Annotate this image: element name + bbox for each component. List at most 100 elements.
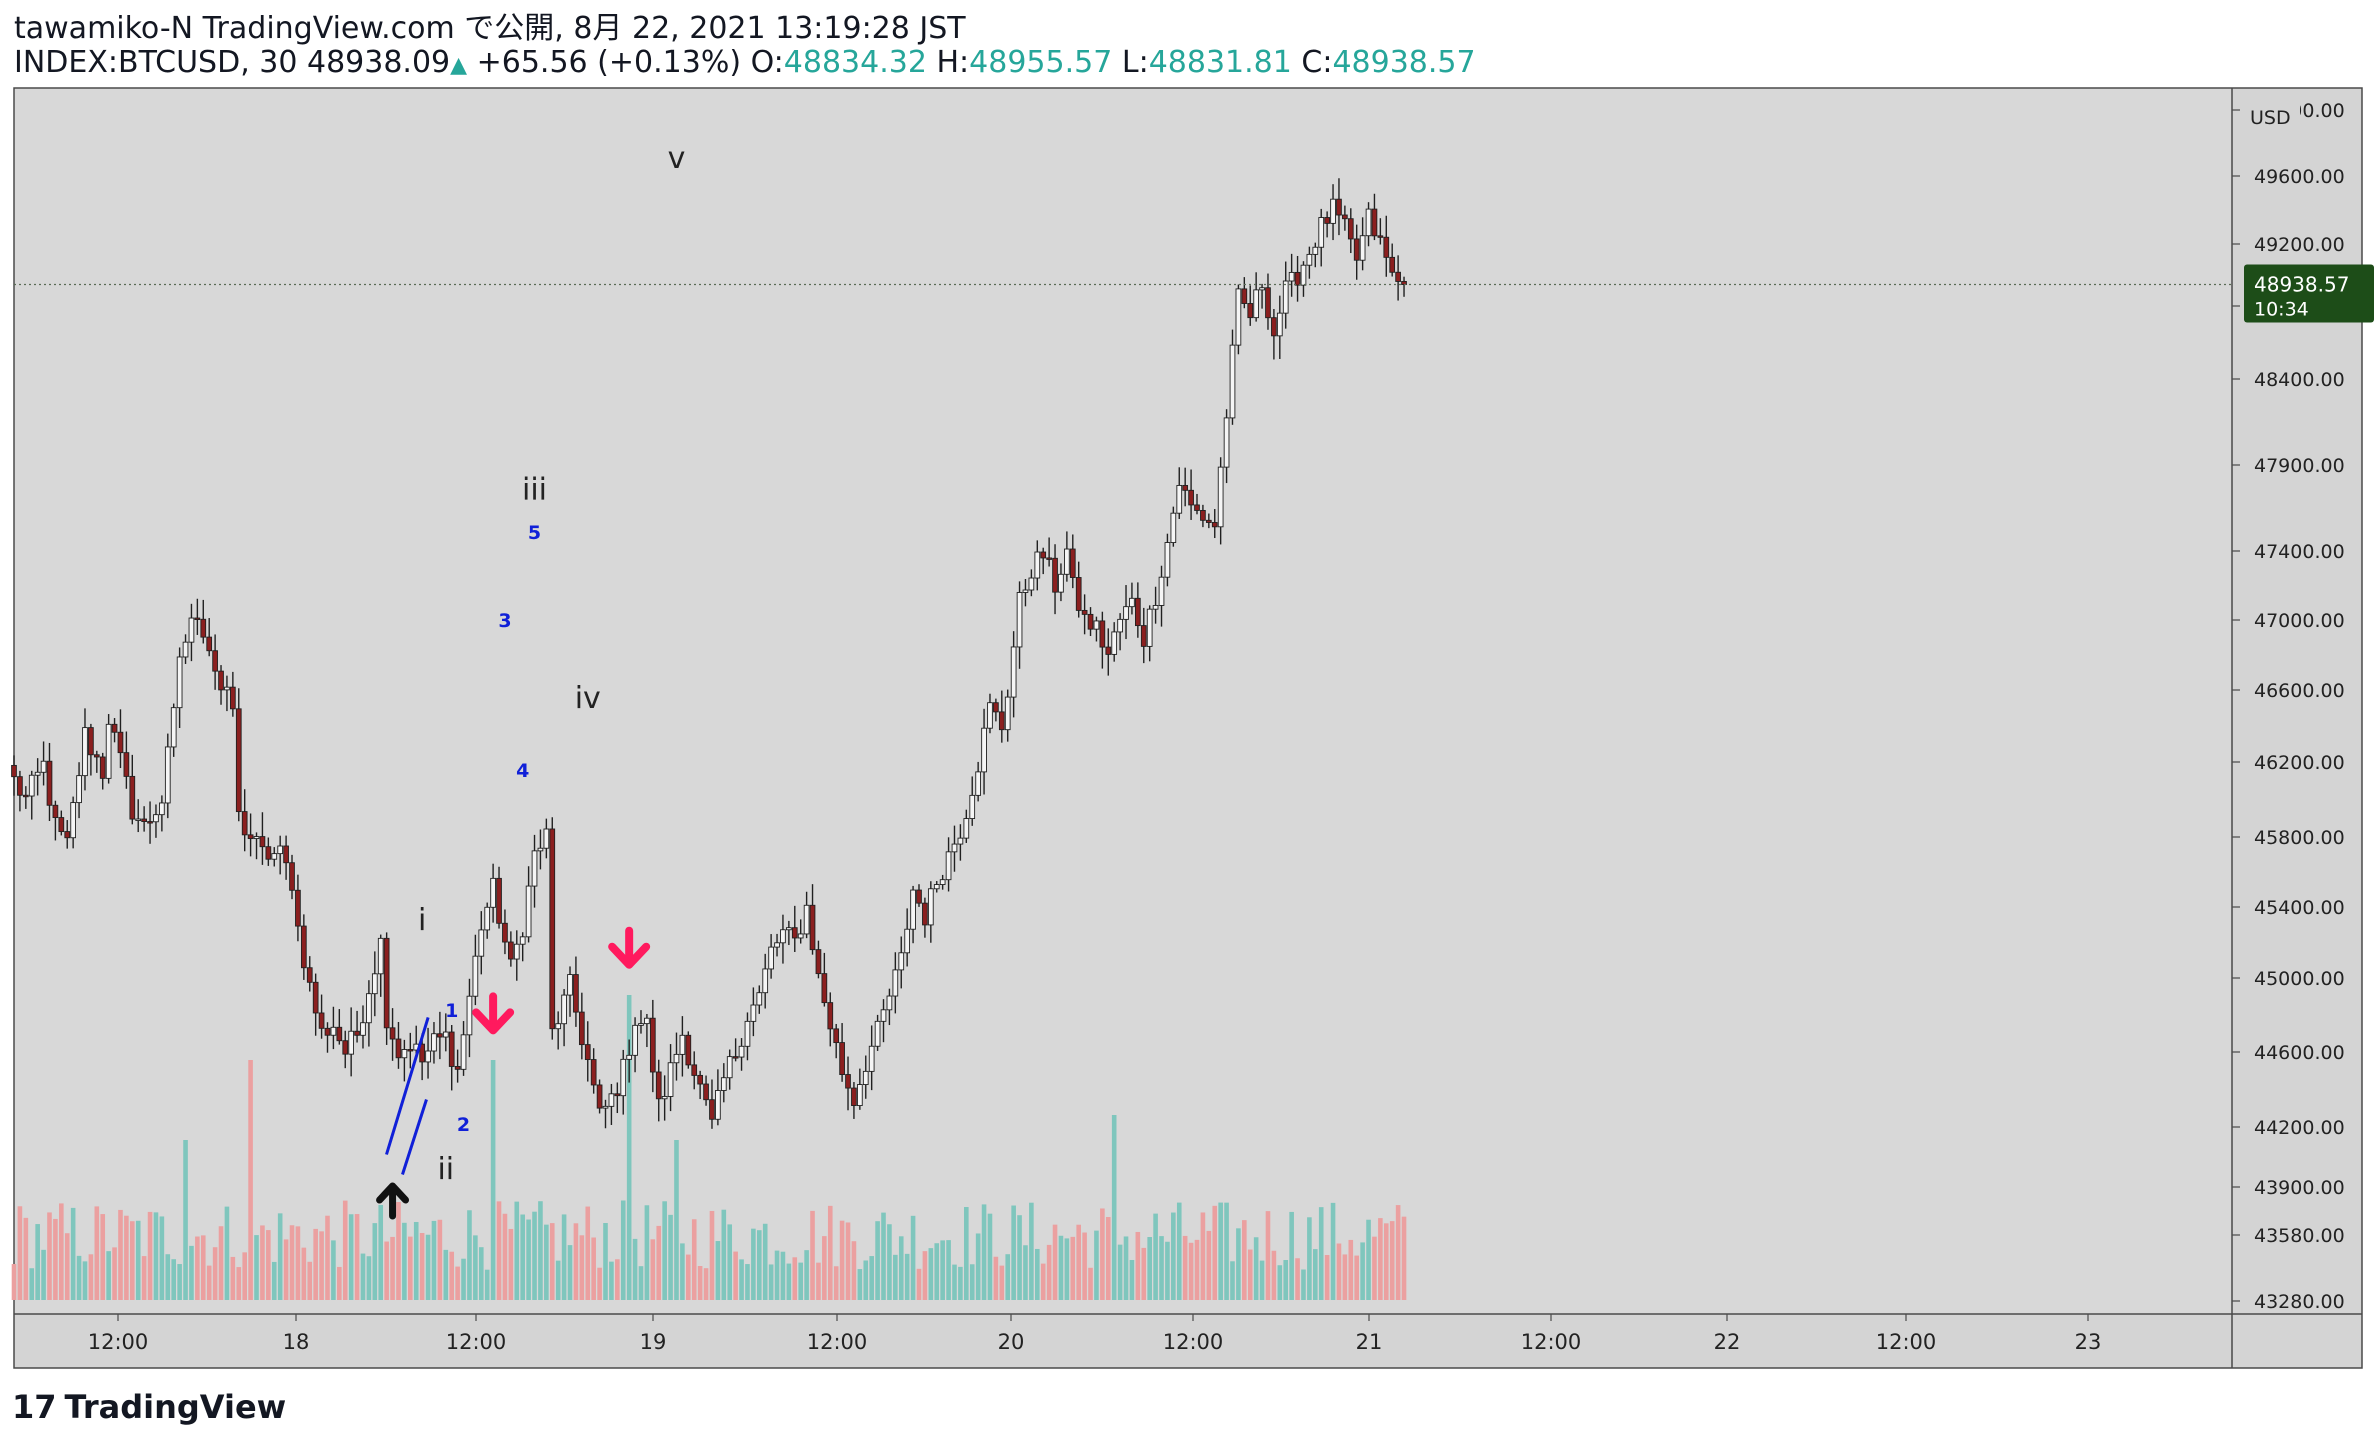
candle-body [1117, 618, 1123, 633]
candle-body [295, 889, 301, 927]
volume-bar [745, 1264, 750, 1300]
volume-bar [29, 1268, 35, 1300]
candle-body [987, 702, 993, 729]
volume-bar [827, 1205, 833, 1300]
candle-body [513, 943, 520, 960]
time-tick-label: 19 [640, 1330, 667, 1354]
candle-body [1383, 236, 1390, 258]
candle-body [230, 686, 236, 710]
volume-bar [981, 1204, 987, 1300]
volume-bar [881, 1212, 886, 1300]
volume-bar [218, 1226, 224, 1300]
volume-bar [449, 1251, 455, 1300]
candle-body [614, 1093, 621, 1097]
candle-body [691, 1064, 698, 1076]
volume-bar [1295, 1258, 1300, 1300]
candle-body [608, 1093, 615, 1107]
volume-bar [1401, 1216, 1407, 1300]
candle-body [543, 828, 550, 849]
volume-bar [520, 1214, 525, 1300]
candle-body [910, 889, 916, 930]
volume-bar [1029, 1202, 1034, 1300]
volume-bar [53, 1218, 58, 1300]
candle-body [1188, 489, 1194, 506]
wave-label: i [418, 903, 426, 938]
candle-body [573, 974, 579, 1013]
volume-bar [413, 1221, 419, 1300]
volume-bar [1082, 1232, 1087, 1300]
candle-body [17, 776, 23, 796]
volume-bar [1224, 1202, 1229, 1300]
volume-bar [567, 1245, 573, 1300]
candle-body [567, 974, 573, 996]
volume-bar [1230, 1261, 1235, 1300]
volume-bar [987, 1213, 993, 1300]
volume-bar [342, 1200, 348, 1300]
candle-body [880, 1009, 887, 1022]
candle-body [1353, 238, 1360, 261]
open-label: O: [750, 45, 784, 80]
candle-body [52, 804, 59, 819]
candle-body [484, 906, 491, 931]
candle-body [1247, 303, 1254, 319]
candle-body [649, 1017, 656, 1073]
volume-bar [183, 1140, 188, 1300]
volume-bar [739, 1259, 744, 1300]
candle-body [1217, 466, 1224, 528]
candle-body [998, 711, 1005, 731]
volume-bar [319, 1231, 324, 1300]
volume-bar [727, 1224, 733, 1300]
candle-body [797, 933, 804, 939]
volume-bar [1153, 1213, 1158, 1300]
time-tick-label: 22 [1714, 1330, 1741, 1354]
candle-body [898, 952, 905, 971]
candle-body [342, 1040, 349, 1055]
volume-bar [100, 1214, 106, 1300]
candle-body [1111, 631, 1118, 655]
candle-body [371, 973, 378, 995]
candle-body [247, 834, 254, 840]
volume-bar [851, 1241, 857, 1300]
volume-bar [366, 1256, 372, 1300]
volume-bar [1348, 1239, 1354, 1300]
price-tick-label: 45800.00 [2254, 827, 2345, 849]
volume-bar [538, 1201, 543, 1300]
candle-body [549, 828, 556, 1030]
sub-wave-label: 5 [528, 522, 541, 544]
volume-bar [1313, 1249, 1318, 1300]
high-value: 48955.57 [969, 45, 1113, 80]
volume-bar [721, 1209, 727, 1300]
candle-body [673, 1053, 680, 1064]
candle-body [1324, 217, 1330, 224]
candle-body [277, 845, 284, 855]
candle-body [703, 1083, 709, 1101]
candle-body [638, 1023, 644, 1026]
volume-bar [650, 1239, 656, 1300]
volume-bar [549, 1223, 555, 1300]
candle-body [111, 723, 118, 733]
candle-body [1259, 287, 1265, 291]
candle-body [1010, 646, 1017, 698]
volume-bar [1076, 1224, 1081, 1300]
candle-body [141, 818, 147, 823]
candle-body [1099, 620, 1106, 648]
volume-bar [224, 1206, 230, 1300]
volume-bar [112, 1247, 117, 1300]
volume-bar [473, 1235, 478, 1300]
candle-body [194, 617, 201, 620]
candle-body [827, 1002, 834, 1030]
volume-bar [271, 1261, 277, 1300]
volume-bar [17, 1206, 23, 1300]
candle-body [123, 752, 130, 777]
candle-body [40, 760, 47, 773]
volume-bar [922, 1251, 928, 1300]
volume-bar [804, 1250, 809, 1300]
candle-body [472, 955, 479, 997]
volume-bar [555, 1260, 561, 1300]
volume-bar [94, 1206, 100, 1300]
candle-body [1022, 589, 1029, 593]
volume-bar [70, 1207, 76, 1300]
candle-body [454, 1066, 461, 1070]
volume-bar [833, 1266, 839, 1300]
candle-body [1040, 551, 1047, 559]
